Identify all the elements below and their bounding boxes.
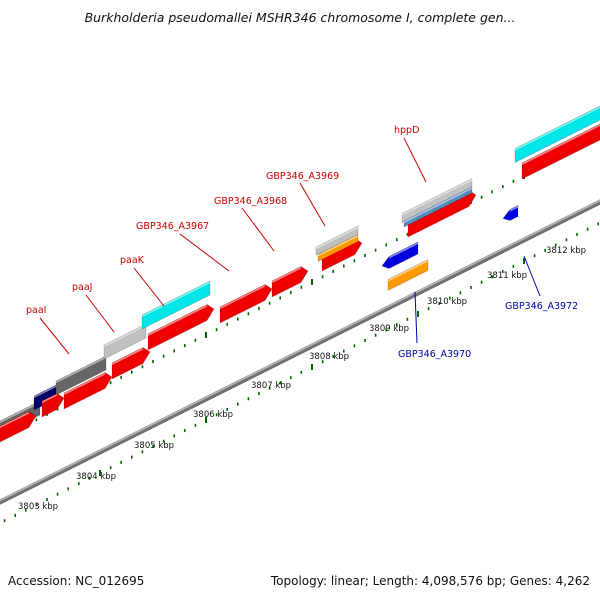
gene-label[interactable]: hppD bbox=[394, 125, 419, 136]
feature-cyan-block[interactable] bbox=[141, 280, 211, 330]
sequence-backbone-highlight bbox=[0, 199, 600, 502]
leader-line bbox=[85, 294, 115, 333]
scale-label: 3803 kbp bbox=[18, 502, 58, 512]
gene-arrow-shine bbox=[0, 412, 30, 429]
feature-gray-small-shine bbox=[315, 226, 359, 249]
gene-arrow[interactable] bbox=[219, 284, 273, 324]
topology-text: Topology: linear; Length: 4,098,576 bp; … bbox=[270, 574, 590, 588]
scale-label: 3806 kbp bbox=[193, 410, 233, 420]
leader-line bbox=[241, 207, 275, 252]
gene-arrow-reverse[interactable] bbox=[381, 241, 419, 269]
sequence-backbone bbox=[0, 199, 600, 505]
scale-label: 3810 kbp bbox=[427, 297, 467, 307]
gene-arrow[interactable] bbox=[521, 123, 600, 180]
gene-arrow-shine bbox=[521, 124, 600, 165]
feature-gray-block-shine bbox=[0, 401, 41, 424]
feature-gray-small-shine bbox=[401, 179, 473, 216]
leader-line bbox=[299, 182, 326, 227]
gene-arrow[interactable] bbox=[147, 304, 215, 351]
gene-label[interactable]: GBP346_A3969 bbox=[266, 171, 339, 182]
gene-label[interactable]: paaJ bbox=[72, 282, 92, 293]
feature-navy-block-shine bbox=[33, 384, 59, 398]
leader-line bbox=[39, 317, 70, 355]
gene-arrow[interactable] bbox=[0, 411, 37, 453]
feature-light-block[interactable] bbox=[103, 323, 147, 360]
scale-label: 3804 kbp bbox=[76, 472, 116, 482]
accession-text: Accession: NC_012695 bbox=[8, 574, 145, 588]
gene-arrow[interactable] bbox=[63, 372, 113, 410]
label-layer: 3803 kbp 3804 kbp 3805 kbp 3806 kbp 3807 kbp… bbox=[18, 125, 586, 512]
gene-arrow-reverse-shine bbox=[509, 206, 519, 212]
gene-arrow-shine bbox=[41, 394, 58, 403]
label-leaders bbox=[39, 137, 541, 355]
feature-steel-block-shine bbox=[403, 187, 473, 223]
scale-label: 3809 kbp bbox=[369, 324, 409, 334]
leader-line bbox=[414, 291, 418, 344]
gene-arrow-shine bbox=[219, 285, 266, 309]
map-title: Burkholderia pseudomallei MSHR346 chromo… bbox=[84, 10, 516, 25]
gene-features bbox=[0, 101, 600, 453]
gene-label[interactable]: GBP346_A3970 bbox=[398, 349, 471, 360]
gene-arrow[interactable] bbox=[111, 347, 151, 380]
scale-label: 3807 kbp bbox=[251, 381, 291, 391]
scale-label: 3812 kbp bbox=[546, 246, 586, 256]
feature-orange-small-shine bbox=[317, 235, 359, 257]
feature-gray-block[interactable] bbox=[55, 355, 107, 396]
gene-arrow-reverse-shine bbox=[388, 242, 419, 259]
gene-label[interactable]: GBP346_A3967 bbox=[136, 221, 209, 232]
gene-arrow-shine bbox=[147, 305, 208, 336]
leader-line bbox=[179, 233, 230, 272]
gene-label[interactable]: GBP346_A3972 bbox=[505, 301, 578, 312]
scale-label: 3811 kbp bbox=[487, 271, 527, 281]
feature-cyan-block-shine bbox=[141, 281, 211, 317]
gene-arrow-shine bbox=[111, 348, 144, 365]
gene-arrow-shine bbox=[271, 267, 302, 283]
feature-light-block-shine bbox=[103, 324, 147, 347]
gene-label[interactable]: paaK bbox=[120, 255, 145, 266]
leader-line bbox=[523, 255, 541, 297]
feature-cyan-block[interactable] bbox=[514, 101, 600, 163]
gene-label[interactable]: paaI bbox=[26, 305, 46, 316]
feature-cyan-block-shine bbox=[514, 106, 600, 151]
scale-label: 3808 kbp bbox=[309, 352, 349, 362]
feature-orange-small-shine bbox=[387, 260, 429, 282]
leader-line bbox=[403, 137, 427, 183]
gene-arrow[interactable] bbox=[271, 266, 309, 298]
scale-label: 3805 kbp bbox=[134, 441, 174, 451]
backbone-layer bbox=[0, 199, 600, 505]
leader-line bbox=[133, 267, 165, 307]
tick-marks bbox=[3, 137, 600, 523]
gene-label[interactable]: GBP346_A3968 bbox=[214, 196, 287, 207]
feature-orange-small[interactable] bbox=[387, 259, 429, 291]
gene-arrow-shine bbox=[63, 373, 106, 395]
feature-gray-block-shine bbox=[55, 356, 107, 383]
